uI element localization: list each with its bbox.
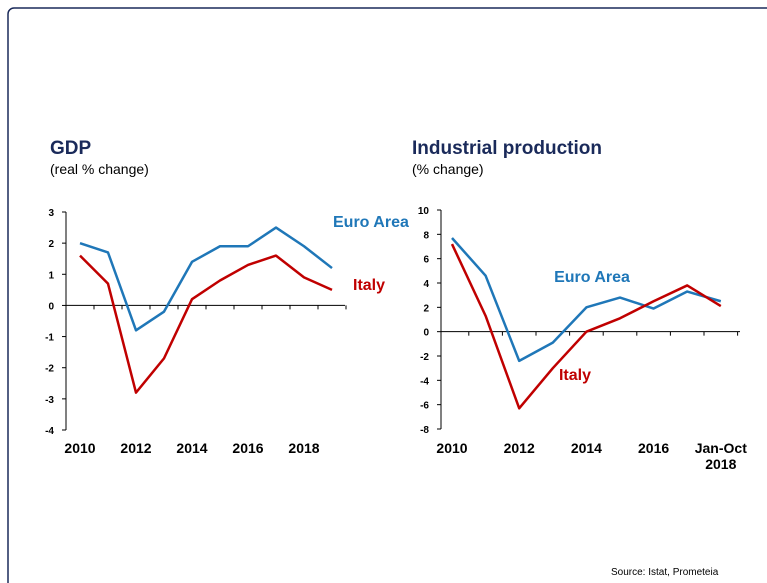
- frame: [7, 7, 767, 583]
- y-tick-label: 0: [423, 328, 429, 339]
- y-tick-label: 3: [48, 208, 54, 219]
- y-tick-label: 8: [423, 230, 429, 241]
- y-tick-label: 2: [423, 303, 429, 314]
- x-tick-label: 2018: [288, 440, 320, 456]
- source: Source: Istat, Prometeia: [611, 567, 719, 578]
- y-tick-label: 6: [423, 255, 429, 266]
- series-label: Italy: [353, 277, 385, 294]
- y-tick-label: -8: [420, 425, 429, 436]
- y-tick-label: -2: [420, 352, 429, 363]
- series-label: Euro Area: [333, 214, 409, 231]
- y-tick-label: 0: [48, 301, 54, 312]
- y-tick-label: -3: [45, 395, 54, 406]
- x-tick-label: Jan-Oct 2018: [694, 440, 747, 472]
- chart-subtitle: (% change): [412, 161, 484, 177]
- y-tick-label: -4: [420, 376, 429, 387]
- x-tick-label: 2010: [64, 440, 96, 456]
- y-tick-label: -6: [420, 401, 429, 412]
- chart-subtitle: (real % change): [50, 161, 149, 177]
- series-line: [79, 226, 333, 332]
- x-tick-label: 2012: [120, 440, 152, 456]
- series-line: [79, 254, 333, 394]
- x-tick-label: 2016: [232, 440, 264, 456]
- x-tick-label: 2012: [503, 440, 535, 456]
- series-label: Italy: [559, 367, 591, 384]
- x-tick-label: 2014: [176, 440, 208, 456]
- chart-title: GDP: [50, 138, 92, 159]
- y-tick-label: 2: [48, 239, 54, 250]
- y-tick-label: 10: [418, 206, 430, 217]
- x-tick-label: 2016: [638, 440, 670, 456]
- x-tick-label: 2010: [436, 440, 468, 456]
- y-tick-label: -2: [45, 364, 54, 375]
- series-line: [451, 237, 722, 363]
- chart-title: Industrial production: [412, 138, 602, 159]
- series-line: [450, 243, 722, 410]
- x-tick-label: 2014: [570, 440, 602, 456]
- y-tick-label: -4: [45, 426, 54, 437]
- y-tick-label: 1: [48, 270, 54, 281]
- series-label: Euro Area: [554, 269, 630, 286]
- y-tick-label: -1: [45, 333, 54, 344]
- y-tick-label: 4: [423, 279, 429, 290]
